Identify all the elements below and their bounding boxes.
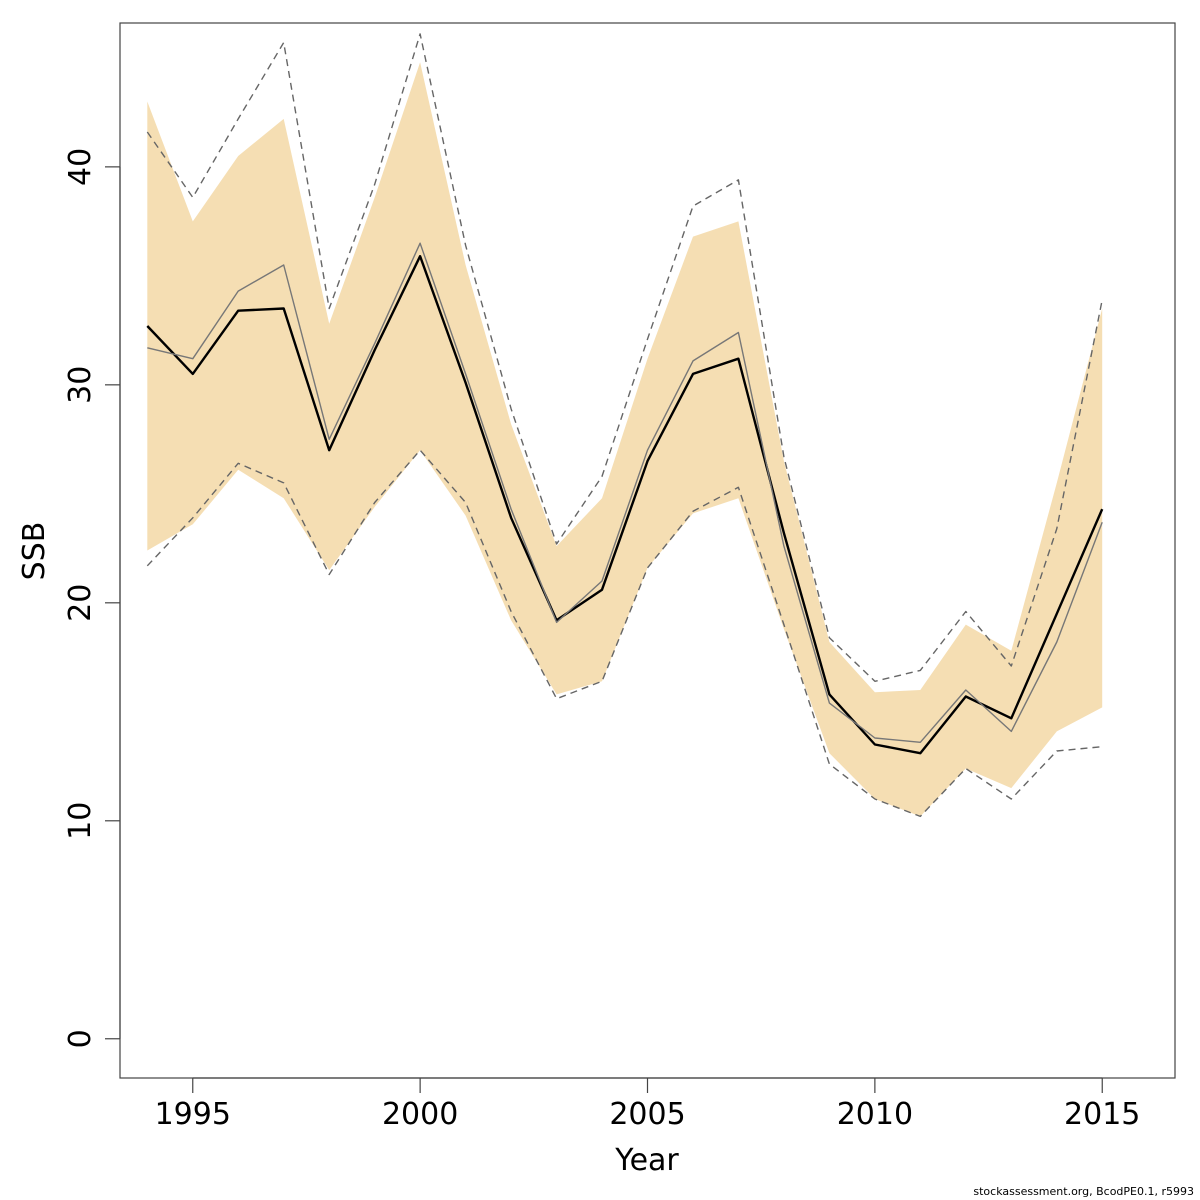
x-tick-label: 2005	[609, 1097, 685, 1132]
ssb-estimate-line	[146, 255, 1104, 755]
x-axis: 1995 2000 2005 2010 2015	[155, 1077, 1140, 1132]
series-layer	[146, 33, 1104, 818]
y-tick-label: 10	[63, 802, 98, 840]
x-tick-label: 2000	[382, 1097, 458, 1132]
y-tick-label: 0	[63, 1029, 98, 1048]
confidence-band-layer	[147, 62, 1103, 817]
y-axis: 0 10 20 30 40	[63, 148, 121, 1048]
footnote: stockassessment.org, BcodPE0.1, r5993	[973, 1185, 1194, 1198]
y-tick-label: 20	[63, 584, 98, 622]
x-axis-title: Year	[614, 1143, 679, 1178]
upper-dashed-line	[146, 33, 1103, 682]
lower-dashed-line	[146, 449, 1103, 818]
alternate-estimate-line	[147, 242, 1103, 743]
y-tick-label: 30	[63, 366, 98, 404]
y-axis-title: SSB	[17, 522, 52, 581]
y-tick-label: 40	[63, 148, 98, 186]
x-tick-label: 2015	[1064, 1097, 1140, 1132]
x-tick-label: 2010	[837, 1097, 913, 1132]
confidence-band	[147, 62, 1103, 817]
x-tick-label: 1995	[155, 1097, 231, 1132]
